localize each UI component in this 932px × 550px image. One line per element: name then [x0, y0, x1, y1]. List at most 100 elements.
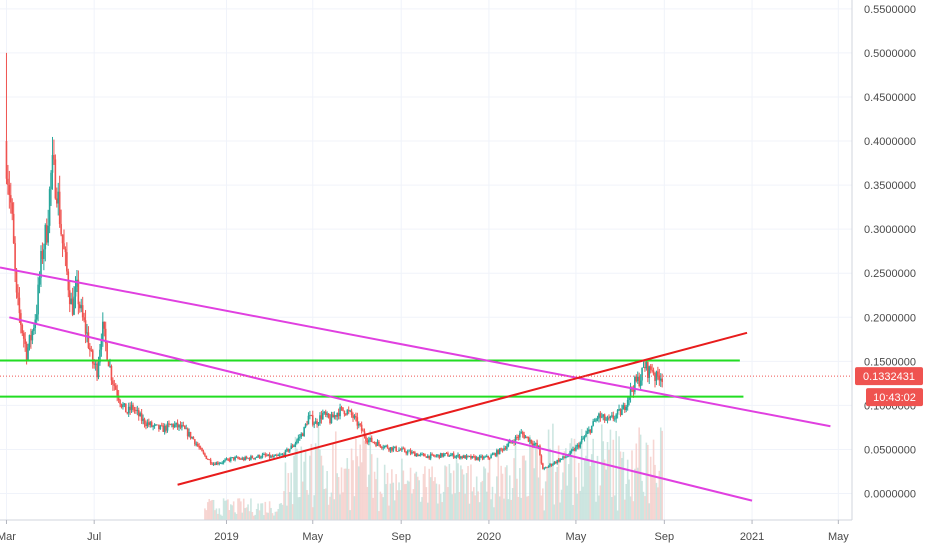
volume-bar — [658, 470, 661, 520]
volume-bar — [507, 499, 510, 520]
candle-body — [202, 451, 205, 454]
volume-bar — [475, 476, 478, 520]
x-tick-label: May — [566, 531, 587, 543]
candle-body — [307, 415, 310, 425]
candle-body — [553, 461, 556, 465]
volume-bar — [278, 503, 281, 520]
candle-body — [403, 448, 406, 452]
candle-body — [142, 418, 144, 421]
volume-bar — [293, 455, 295, 520]
candle-body — [473, 455, 475, 457]
volume-bar — [271, 513, 274, 520]
candle-body — [396, 451, 399, 452]
candle-body — [235, 457, 238, 458]
time-axis[interactable]: Mar Jul 2019 May Sep 2020 May Sep 2021 May — [0, 520, 849, 543]
volume-bar — [378, 511, 380, 520]
volume-bar — [360, 462, 363, 520]
candle-body — [110, 366, 113, 381]
candle-body — [77, 279, 80, 305]
volume-bar — [257, 503, 259, 520]
candle-body — [462, 455, 465, 458]
candle-body — [465, 455, 468, 459]
volume-bar — [205, 510, 208, 520]
candle-body — [494, 453, 497, 456]
candle-body — [51, 155, 54, 173]
volume-bar — [520, 497, 523, 520]
candle-body — [166, 423, 169, 431]
candle-body — [284, 450, 287, 457]
volume-bar — [645, 442, 648, 520]
candle-body — [231, 457, 234, 458]
candle-body — [316, 421, 318, 425]
candle-body — [130, 404, 133, 411]
candle-body — [257, 455, 259, 458]
candle-body — [86, 332, 88, 334]
candle-body — [40, 250, 42, 278]
candle-body — [304, 424, 307, 428]
candle-body — [359, 423, 362, 425]
candle-body — [619, 408, 622, 416]
volume-bar — [336, 473, 339, 520]
candle-body — [401, 448, 403, 451]
candle-body — [7, 178, 9, 185]
candle-body — [622, 405, 625, 410]
candle-body — [327, 413, 330, 418]
candle-body — [60, 224, 62, 235]
candle-body — [560, 458, 563, 460]
candle-body — [634, 376, 636, 392]
volume-bar — [399, 490, 402, 520]
candle-body — [636, 376, 639, 382]
candle-body — [418, 454, 420, 457]
candle-body — [399, 449, 402, 451]
volume-bar — [542, 488, 544, 520]
candle-body — [599, 413, 602, 418]
candle-body — [317, 423, 320, 425]
candle-body — [168, 423, 170, 425]
volume-bar — [288, 492, 291, 520]
volume-bar — [365, 435, 367, 520]
candle-body — [137, 410, 140, 417]
candle-body — [146, 422, 149, 426]
volume-bar — [529, 435, 531, 520]
volume-bar — [582, 486, 584, 520]
candle-body — [613, 418, 616, 420]
volume-bar — [483, 466, 485, 520]
candle-body — [31, 330, 34, 341]
candle-body — [169, 424, 172, 425]
candle-body — [301, 433, 304, 437]
volume-bar — [209, 500, 212, 520]
volume-bar — [464, 493, 466, 520]
candle-body — [145, 424, 147, 426]
candle-body — [93, 363, 95, 365]
volume-bar — [221, 515, 223, 520]
last-price-badge: 0.1332431 — [855, 367, 923, 386]
volume-bar — [396, 490, 399, 520]
volume-bar — [585, 455, 587, 520]
volume-bar — [356, 456, 359, 520]
candle-body — [346, 410, 349, 415]
candle-body — [422, 453, 425, 455]
volume-bar — [465, 473, 468, 520]
candle-body — [415, 454, 418, 457]
candle-body — [330, 414, 333, 424]
candle-body — [58, 191, 61, 225]
candle-body — [227, 458, 229, 460]
candle-body — [635, 376, 638, 382]
candle-body — [382, 447, 385, 449]
volume-bar — [595, 501, 597, 520]
candle-body — [186, 428, 189, 437]
volume-bar — [468, 503, 471, 520]
candle-body — [412, 452, 415, 453]
volume-bar — [451, 494, 454, 520]
candle-body — [529, 439, 531, 442]
candle-body — [237, 457, 239, 459]
candle-body — [661, 378, 663, 382]
candle-body — [250, 456, 252, 460]
candle-body — [136, 410, 139, 411]
candle-body — [356, 417, 359, 426]
candle-body — [424, 454, 426, 457]
candle-body — [127, 406, 130, 414]
candle-body — [159, 425, 162, 430]
volume-bar — [593, 462, 596, 520]
